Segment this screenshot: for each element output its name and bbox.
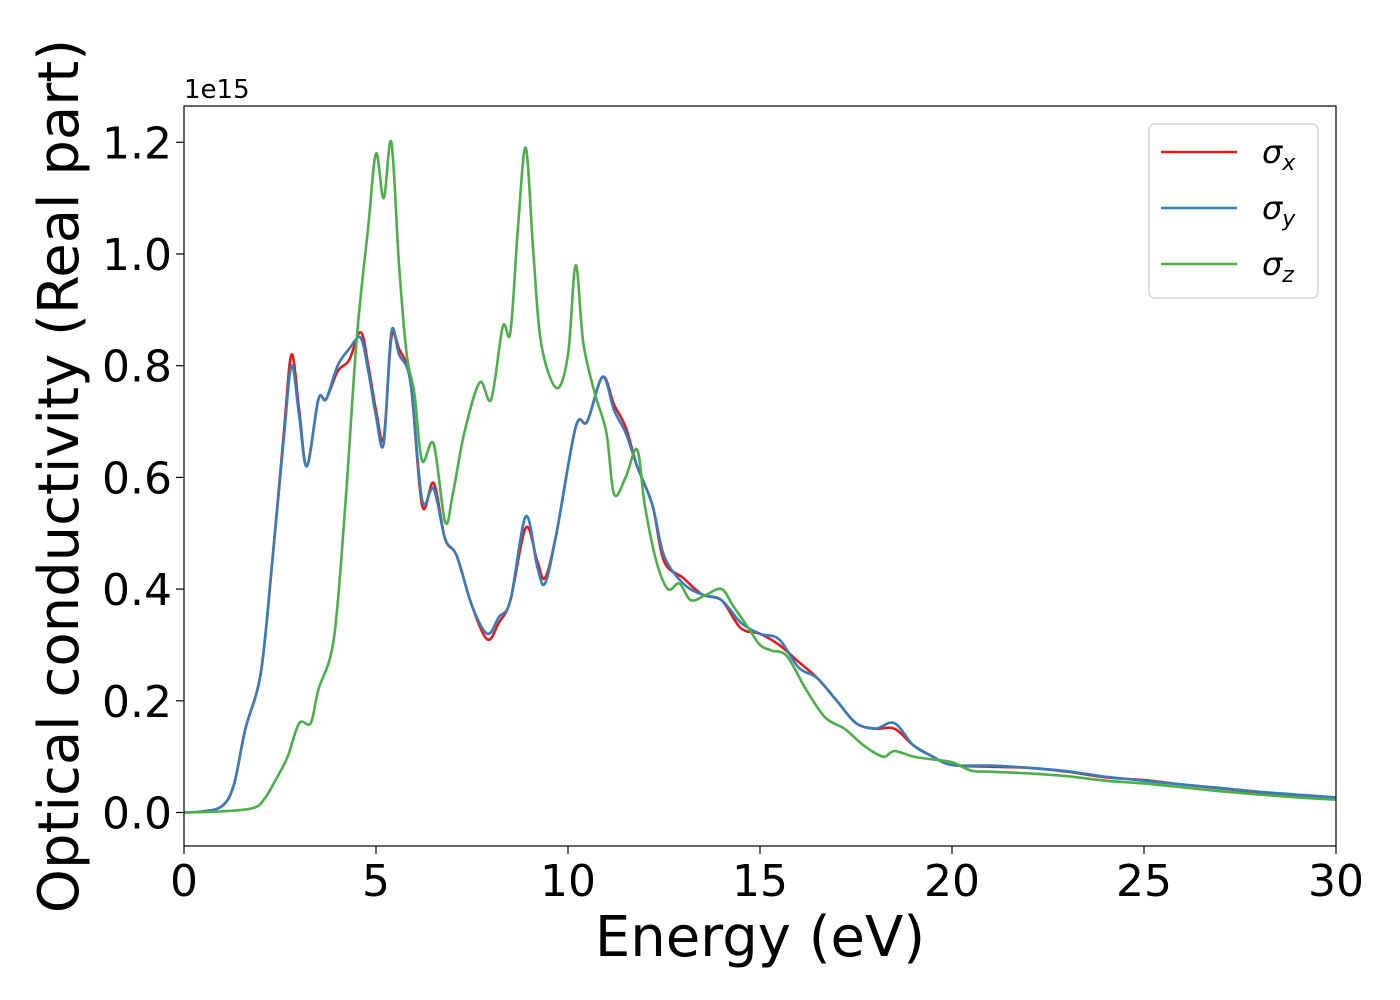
x-axis: 0 5 10 15 20 25 30 <box>170 846 1364 907</box>
x-tick-label: 5 <box>362 856 390 907</box>
x-tick-label: 15 <box>732 856 788 907</box>
y-tick-label: 0.4 <box>102 565 172 616</box>
legend-items: σx σy σz <box>1161 133 1296 288</box>
series-line-sigma-x <box>184 330 1336 814</box>
y-offset-label: 1e15 <box>184 75 250 105</box>
x-tick-label: 20 <box>924 856 980 907</box>
y-axis: 0.0 0.2 0.4 0.6 0.8 1.0 1.2 <box>102 118 184 839</box>
y-tick-label: 1.0 <box>102 230 172 281</box>
x-tick-label: 0 <box>170 856 198 907</box>
y-tick-label: 1.2 <box>102 118 172 169</box>
plot-lines <box>184 139 1336 814</box>
y-tick-label: 0.8 <box>102 342 172 393</box>
legend-label-sigma-x: σx <box>1262 133 1296 176</box>
legend-box <box>1148 123 1319 299</box>
y-tick-label: 0.2 <box>102 677 172 728</box>
legend-label-sigma-z: σz <box>1262 245 1294 288</box>
legend-label-sigma-y: σy <box>1262 189 1296 232</box>
x-tick-label: 30 <box>1308 856 1364 907</box>
series-line-sigma-z <box>184 139 1336 814</box>
y-axis-label: Optical conductivity (Real part) <box>27 39 92 913</box>
x-tick-label: 10 <box>540 856 596 907</box>
y-tick-label: 0.0 <box>102 788 172 839</box>
series-line-sigma-y <box>184 326 1336 814</box>
y-tick-label: 0.6 <box>102 453 172 504</box>
legend: σx σy σz <box>1148 123 1319 299</box>
x-axis-label: Energy (eV) <box>595 905 925 970</box>
x-tick-label: 25 <box>1116 856 1172 907</box>
